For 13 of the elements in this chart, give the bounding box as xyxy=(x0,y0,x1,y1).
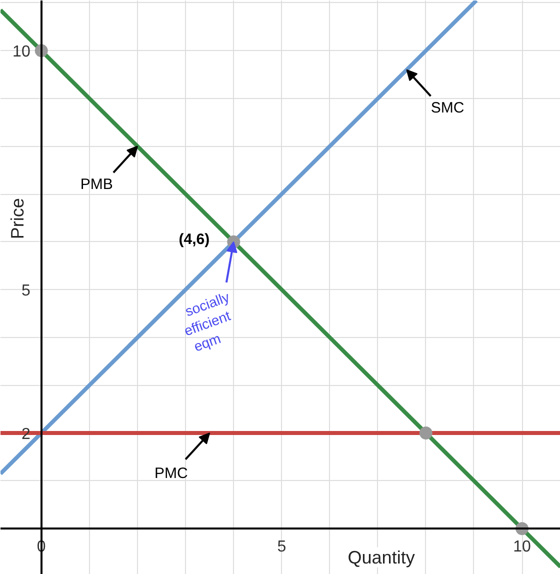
y-tick-label: 2 xyxy=(21,426,30,444)
annotation: SMC xyxy=(430,100,464,117)
x-tick-label: 5 xyxy=(277,538,286,556)
x-axis-title: Quantity xyxy=(348,547,415,568)
x-tick-label: 10 xyxy=(513,538,532,556)
annotation: PMC xyxy=(154,465,188,482)
point xyxy=(419,426,432,440)
y-tick-label: 10 xyxy=(12,44,30,61)
y-tick-label: 5 xyxy=(21,282,30,300)
y-axis-title: Price xyxy=(7,198,28,240)
annotation: PMB xyxy=(80,176,113,194)
annotation: socially efficient eqm xyxy=(182,288,233,354)
annotation: (4,6) xyxy=(178,230,210,248)
